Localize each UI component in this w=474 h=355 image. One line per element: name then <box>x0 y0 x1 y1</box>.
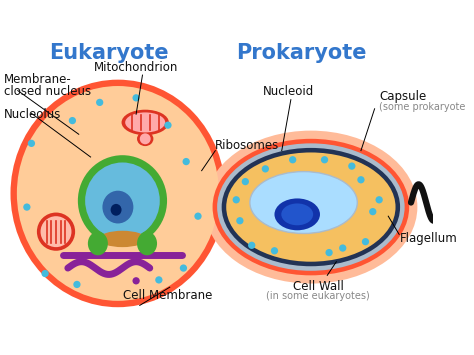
Ellipse shape <box>348 163 356 170</box>
Ellipse shape <box>236 217 244 224</box>
Ellipse shape <box>362 238 369 245</box>
Ellipse shape <box>132 277 140 284</box>
Ellipse shape <box>88 232 108 255</box>
Ellipse shape <box>242 178 249 185</box>
Ellipse shape <box>248 242 255 249</box>
Text: (some prokaryote: (some prokaryote <box>379 102 465 112</box>
Ellipse shape <box>250 171 357 234</box>
Text: Flagellum: Flagellum <box>400 233 458 245</box>
Ellipse shape <box>23 203 30 211</box>
Text: Eukaryote: Eukaryote <box>49 43 169 63</box>
Ellipse shape <box>96 99 103 106</box>
Ellipse shape <box>37 213 75 251</box>
Ellipse shape <box>233 196 240 203</box>
Ellipse shape <box>41 216 72 247</box>
Ellipse shape <box>99 231 146 247</box>
Ellipse shape <box>110 204 121 216</box>
Ellipse shape <box>375 196 383 203</box>
Ellipse shape <box>226 152 395 262</box>
Ellipse shape <box>17 86 219 301</box>
Ellipse shape <box>289 156 296 163</box>
Ellipse shape <box>222 148 400 266</box>
Text: Ribosomes: Ribosomes <box>214 139 279 152</box>
Ellipse shape <box>339 244 346 252</box>
Ellipse shape <box>204 131 418 284</box>
Ellipse shape <box>137 232 157 255</box>
Ellipse shape <box>121 110 169 135</box>
Text: Nucleolus: Nucleolus <box>4 108 62 121</box>
Text: Prokaryote: Prokaryote <box>237 43 367 63</box>
Ellipse shape <box>182 158 190 165</box>
Ellipse shape <box>10 80 225 307</box>
Ellipse shape <box>132 94 140 102</box>
Ellipse shape <box>125 113 165 132</box>
Ellipse shape <box>321 156 328 163</box>
Ellipse shape <box>78 155 167 246</box>
Ellipse shape <box>271 247 278 255</box>
Text: Membrane-: Membrane- <box>4 73 72 86</box>
Ellipse shape <box>69 117 76 124</box>
Ellipse shape <box>369 208 376 215</box>
Ellipse shape <box>140 133 151 144</box>
Ellipse shape <box>73 281 81 288</box>
Ellipse shape <box>212 139 409 275</box>
Ellipse shape <box>326 249 333 256</box>
Text: Capsule: Capsule <box>379 89 427 103</box>
Text: (in some eukaryotes): (in some eukaryotes) <box>266 291 370 301</box>
Ellipse shape <box>180 264 187 272</box>
Ellipse shape <box>28 140 35 147</box>
Text: Mitochondrion: Mitochondrion <box>94 61 178 74</box>
Text: Cell Wall: Cell Wall <box>293 280 344 293</box>
Ellipse shape <box>194 213 201 220</box>
Ellipse shape <box>155 276 163 284</box>
Ellipse shape <box>41 270 49 277</box>
Ellipse shape <box>357 176 365 184</box>
Text: Nucleoid: Nucleoid <box>263 85 314 98</box>
Text: Cell Membrane: Cell Membrane <box>123 289 213 302</box>
Ellipse shape <box>281 203 313 225</box>
Ellipse shape <box>262 165 269 173</box>
Ellipse shape <box>274 198 320 230</box>
Ellipse shape <box>137 132 154 146</box>
Ellipse shape <box>102 191 133 223</box>
Text: closed nucleus: closed nucleus <box>4 85 91 98</box>
Ellipse shape <box>217 143 405 271</box>
Ellipse shape <box>85 163 160 239</box>
Ellipse shape <box>164 121 172 129</box>
